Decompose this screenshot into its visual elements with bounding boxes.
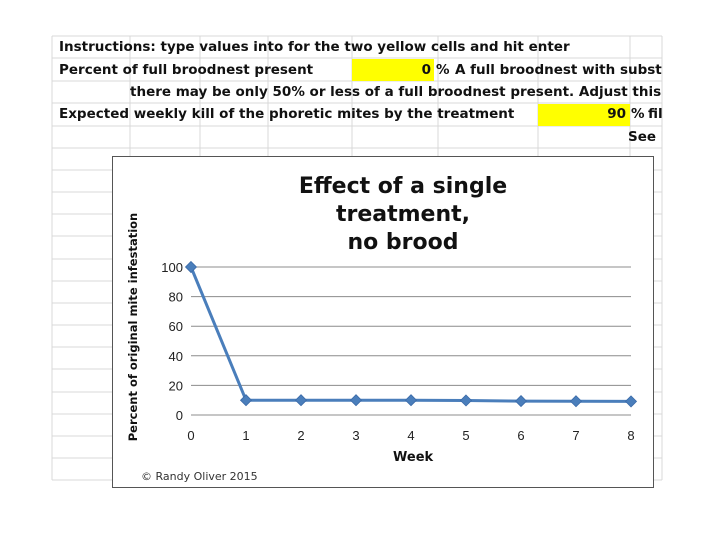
data-point-marker [624,395,638,408]
chart-title: Effect of a single treatment, no brood [243,173,563,257]
x-tick-label: 0 [187,428,194,443]
data-point-marker [514,395,528,408]
broodnest-note-clip: A full broodnest with substant [455,60,662,82]
x-tick-label: 5 [462,428,469,443]
series-line [189,266,632,403]
kill-input-cell[interactable] [538,104,630,126]
data-point-marker [459,394,473,407]
kill-unit: % [631,106,645,122]
kill-value[interactable]: 90 [607,106,626,122]
chart[interactable]: Effect of a single treatment, no brood P… [112,156,654,488]
plot-area: 0 20 40 60 80 100 0 1 2 3 4 5 6 7 8 [161,260,638,443]
broodnest-input-cell[interactable] [352,59,434,81]
y-tick-label: 100 [161,260,183,275]
x-tick-label: 4 [407,428,414,443]
broodnest-label: Percent of full broodnest present [59,62,314,78]
data-point-marker [294,394,308,407]
y-tick-label: 20 [169,378,183,393]
x-tick-label: 6 [517,428,524,443]
see-note-clip: See N [628,126,662,148]
x-tick-label: 2 [297,428,304,443]
chart-title-line-1: Effect of a single treatment, [298,174,508,227]
x-tick-label: 7 [572,428,579,443]
kill-note: fil [648,106,662,122]
y-tick-label: 40 [169,349,183,364]
y-tick-label: 0 [176,408,183,423]
chart-title-line-2: no brood [347,230,459,255]
broodnest-value[interactable]: 0 [421,62,431,78]
broodnest-unit: % [436,62,450,78]
see-note: See N [628,129,662,145]
copyright-credit: © Randy Oliver 2015 [141,470,258,483]
adjust-note-clip: there may be only 50% or less of a full … [130,82,662,104]
broodnest-note: A full broodnest with substant [455,62,662,78]
data-point-marker [569,395,583,408]
adjust-note: there may be only 50% or less of a full … [130,84,662,100]
instructions-text: Instructions: type values into for the t… [59,39,570,55]
data-point-marker [404,394,418,407]
data-point-marker [239,394,253,407]
x-tick-label: 1 [242,428,249,443]
kill-label: Expected weekly kill of the phoretic mit… [59,106,515,122]
y-tick-label: 80 [169,290,183,305]
x-tick-label: 3 [352,428,359,443]
data-point-marker [184,260,198,274]
data-point-marker [349,394,363,407]
y-tick-label: 60 [169,319,183,334]
kill-note-clip: fil [648,104,662,126]
x-tick-label: 8 [627,428,634,443]
